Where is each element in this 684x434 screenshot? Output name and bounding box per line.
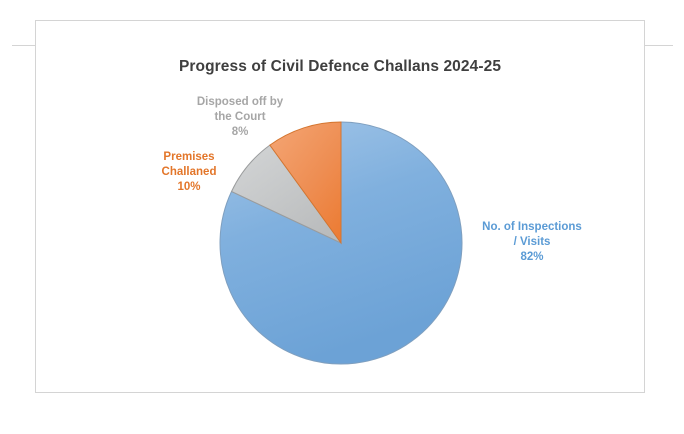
data-label-inspections-visits: No. of Inspections / Visits 82% xyxy=(462,220,602,265)
data-label-line-2: Challaned xyxy=(161,166,217,178)
data-label-line-2: / Visits xyxy=(513,236,551,248)
pie-slice-group xyxy=(219,121,463,365)
pie-chart-graphic xyxy=(219,121,463,365)
chart-title: Progress of Civil Defence Challans 2024-… xyxy=(178,58,502,75)
data-label-line-2: the Court xyxy=(214,111,266,123)
data-label-line-1: Disposed off by xyxy=(196,96,284,108)
data-label-disposed-by-court: Disposed off by the Court 8% xyxy=(178,95,302,140)
data-label-percent: 10% xyxy=(177,181,201,193)
chart-frame-rule-right xyxy=(645,45,673,46)
data-label-percent: 8% xyxy=(231,126,249,138)
data-label-percent: 82% xyxy=(520,251,544,263)
data-label-premises-challaned: Premises Challaned 10% xyxy=(137,150,241,195)
data-label-line-1: Premises xyxy=(163,151,215,163)
chart-frame-border xyxy=(35,20,645,393)
chart-frame-rule-left xyxy=(12,45,36,46)
pie-slice-premises-challaned[interactable] xyxy=(269,121,342,245)
data-label-line-1: No. of Inspections xyxy=(482,221,582,233)
